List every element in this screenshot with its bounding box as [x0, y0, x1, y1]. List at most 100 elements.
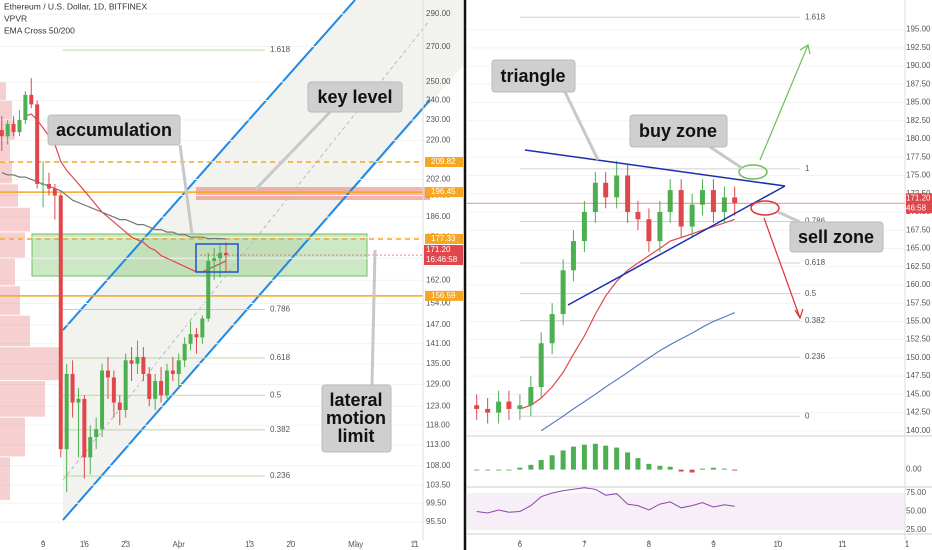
note-buy-zone: buy zone	[639, 121, 717, 141]
volume-profile-bar	[0, 286, 20, 315]
note-box	[47, 114, 181, 146]
note-sell-zone: sell zone	[798, 227, 874, 247]
macd-bar	[560, 450, 566, 470]
sell-ellipse	[750, 200, 780, 216]
candle-body	[200, 318, 205, 338]
accumulation-zone	[31, 233, 368, 277]
y-tick-label: 162.50	[906, 262, 931, 271]
candle-body	[678, 190, 684, 227]
rsi-line	[476, 487, 735, 514]
candle-body	[517, 405, 523, 409]
y-tick-label: 147.00	[426, 320, 451, 329]
x-tick-label: 7	[582, 540, 587, 549]
candle-body	[111, 377, 116, 403]
candle-body	[94, 429, 99, 438]
price-tag	[425, 290, 463, 301]
volume-profile-bar	[0, 140, 10, 161]
volume-profile-bar	[0, 184, 18, 207]
candle-body	[212, 258, 217, 261]
candle-body	[159, 380, 164, 396]
key-level-zone	[196, 187, 430, 200]
y-tick-label: 99.50	[426, 498, 447, 507]
y-tick-label: 142.50	[906, 408, 931, 417]
left-annotations: accumulation key level lateral motion li…	[4, 1, 403, 453]
y-tick-label: 25.00	[906, 525, 927, 534]
macd-bar	[635, 458, 641, 470]
triangle-upper	[524, 149, 786, 187]
x-tick-label: 11	[411, 540, 420, 549]
volume-profile-bar	[0, 381, 45, 417]
y-tick-label: 202.00	[426, 174, 451, 183]
candle-body	[5, 124, 10, 137]
candle-body	[570, 241, 576, 271]
y-tick-label: 108.00	[426, 461, 451, 470]
candle-body	[592, 182, 598, 212]
macd-bar	[485, 469, 491, 471]
candle-body	[182, 343, 187, 361]
volume-profile-bar	[0, 347, 60, 381]
candle-body	[153, 380, 158, 399]
macd-bar	[528, 464, 534, 470]
callout	[370, 249, 377, 386]
candle-body	[218, 252, 223, 259]
note-box	[789, 221, 884, 253]
fib-label: 1.618	[270, 45, 291, 54]
macd-bar	[667, 466, 673, 470]
note-lateral: motion	[326, 408, 386, 428]
x-tick-label: 6	[518, 540, 523, 549]
candle-body	[176, 360, 181, 374]
note-lateral: lateral	[329, 390, 382, 410]
countdown: 46:58	[906, 203, 927, 212]
x-tick-label: 9	[41, 540, 46, 549]
y-tick-label: 75.00	[906, 488, 927, 497]
candle-body	[164, 370, 169, 396]
macd-bar	[474, 469, 480, 471]
callout	[253, 110, 332, 192]
x-tick-label: 23	[121, 540, 130, 549]
note-box	[491, 59, 576, 93]
candle-body	[58, 195, 63, 450]
highlight-box	[195, 243, 239, 273]
candle-body	[41, 183, 46, 185]
buy-ellipse	[738, 164, 768, 180]
fib-label: 0.5	[805, 289, 817, 298]
macd-bar	[646, 463, 652, 470]
ema-line	[519, 218, 735, 410]
y-tick-label: 95.50	[426, 517, 447, 526]
y-tick-label: 230.00	[426, 115, 451, 124]
volume-profile-bar	[0, 315, 30, 347]
price-tag	[425, 187, 463, 198]
y-tick-label: 155.00	[906, 316, 931, 325]
candle-body	[141, 356, 146, 374]
price-tag	[425, 157, 463, 168]
y-tick-label: 182.50	[906, 116, 931, 125]
left-chart: 95.50 99.50 103.50 108.00 113.00 118.00 123.00…	[0, 0, 463, 549]
macd-bar	[603, 445, 609, 470]
y-tick-label: 145.00	[906, 389, 931, 398]
candle-body	[46, 183, 51, 189]
macd-bar	[570, 446, 576, 470]
callout	[777, 210, 801, 224]
candle-body	[549, 314, 555, 344]
volume-profile-bar	[0, 82, 6, 100]
candle-body	[123, 360, 128, 410]
candle-body	[11, 124, 16, 133]
y-tick-label: 180.00	[906, 134, 931, 143]
note-key-level: key level	[317, 87, 392, 107]
price-tag-label: 177.33	[431, 234, 456, 243]
last-price-tag	[906, 193, 932, 214]
price-tag-label: 196.45	[431, 187, 456, 196]
y-tick-label: 220.00	[426, 135, 451, 144]
fib-label: 1	[805, 164, 810, 173]
rsi-band	[467, 492, 905, 530]
fib-label: 1.618	[805, 12, 826, 21]
macd-bar	[592, 443, 598, 470]
y-tick-label: 103.50	[426, 480, 451, 489]
candle-body	[603, 182, 609, 198]
candle-body	[194, 334, 199, 338]
volume-profile-bar	[0, 457, 10, 500]
indicator-name: VPVR	[4, 13, 27, 23]
y-tick-label: 177.50	[906, 152, 931, 161]
y-tick-label: 165.00	[906, 244, 931, 253]
